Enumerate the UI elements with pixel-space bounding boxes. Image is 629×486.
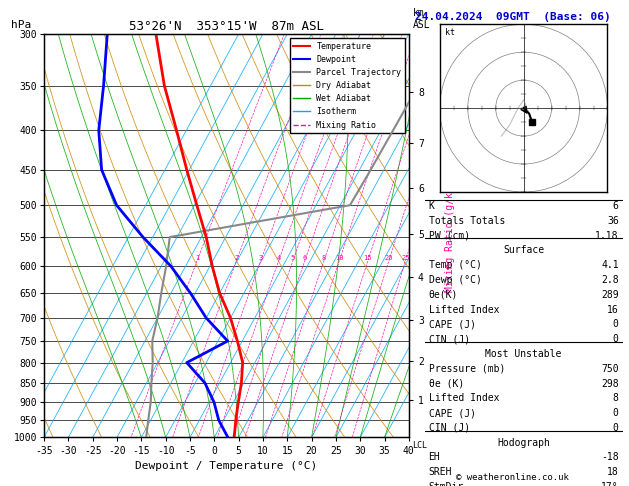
Text: CAPE (J): CAPE (J): [428, 319, 476, 330]
Text: 20: 20: [384, 255, 393, 261]
Text: Surface: Surface: [503, 245, 544, 256]
Text: 8: 8: [321, 255, 326, 261]
Text: 17°: 17°: [601, 482, 619, 486]
Text: 0: 0: [613, 408, 619, 418]
Text: 5: 5: [291, 255, 295, 261]
Text: CAPE (J): CAPE (J): [428, 408, 476, 418]
Text: K: K: [428, 201, 435, 211]
Text: km
ASL: km ASL: [413, 8, 430, 30]
Text: SREH: SREH: [428, 467, 452, 477]
Text: StmDir: StmDir: [428, 482, 464, 486]
Text: 289: 289: [601, 290, 619, 300]
Text: 2.8: 2.8: [601, 275, 619, 285]
Text: CIN (J): CIN (J): [428, 334, 470, 344]
Text: kt: kt: [445, 29, 455, 37]
Text: 1.18: 1.18: [595, 231, 619, 241]
Text: LCL: LCL: [413, 441, 428, 451]
Text: © weatheronline.co.uk: © weatheronline.co.uk: [456, 473, 569, 482]
Text: 18: 18: [607, 467, 619, 477]
Text: 15: 15: [364, 255, 372, 261]
Text: Mixing Ratio (g/kg): Mixing Ratio (g/kg): [445, 180, 455, 292]
Text: Totals Totals: Totals Totals: [428, 216, 505, 226]
Text: 750: 750: [601, 364, 619, 374]
Text: Dewp (°C): Dewp (°C): [428, 275, 481, 285]
Text: hPa: hPa: [11, 20, 31, 30]
Text: 16: 16: [607, 305, 619, 314]
Legend: Temperature, Dewpoint, Parcel Trajectory, Dry Adiabat, Wet Adiabat, Isotherm, Mi: Temperature, Dewpoint, Parcel Trajectory…: [290, 38, 404, 133]
X-axis label: Dewpoint / Temperature (°C): Dewpoint / Temperature (°C): [135, 461, 318, 470]
Text: 4: 4: [276, 255, 281, 261]
Title: 53°26'N  353°15'W  87m ASL: 53°26'N 353°15'W 87m ASL: [129, 20, 324, 33]
Text: 1: 1: [195, 255, 199, 261]
Text: 0: 0: [613, 334, 619, 344]
Text: CIN (J): CIN (J): [428, 423, 470, 433]
Text: Temp (°C): Temp (°C): [428, 260, 481, 270]
Text: 0: 0: [613, 423, 619, 433]
Text: θe (K): θe (K): [428, 379, 464, 388]
Text: EH: EH: [428, 452, 440, 462]
Text: 10: 10: [335, 255, 343, 261]
Text: θe(K): θe(K): [428, 290, 458, 300]
Text: 0: 0: [613, 319, 619, 330]
Text: 36: 36: [607, 216, 619, 226]
Text: 4.1: 4.1: [601, 260, 619, 270]
Text: 298: 298: [601, 379, 619, 388]
Text: 2: 2: [234, 255, 238, 261]
Text: 24.04.2024  09GMT  (Base: 06): 24.04.2024 09GMT (Base: 06): [415, 12, 611, 22]
Text: PW (cm): PW (cm): [428, 231, 470, 241]
Text: -18: -18: [601, 452, 619, 462]
Text: 6: 6: [303, 255, 307, 261]
Text: Most Unstable: Most Unstable: [486, 349, 562, 359]
Text: Pressure (mb): Pressure (mb): [428, 364, 505, 374]
Text: 25: 25: [401, 255, 409, 261]
Text: 3: 3: [259, 255, 263, 261]
Text: 6: 6: [613, 201, 619, 211]
Text: Lifted Index: Lifted Index: [428, 305, 499, 314]
Text: Hodograph: Hodograph: [497, 437, 550, 448]
Text: Lifted Index: Lifted Index: [428, 393, 499, 403]
Text: 8: 8: [613, 393, 619, 403]
